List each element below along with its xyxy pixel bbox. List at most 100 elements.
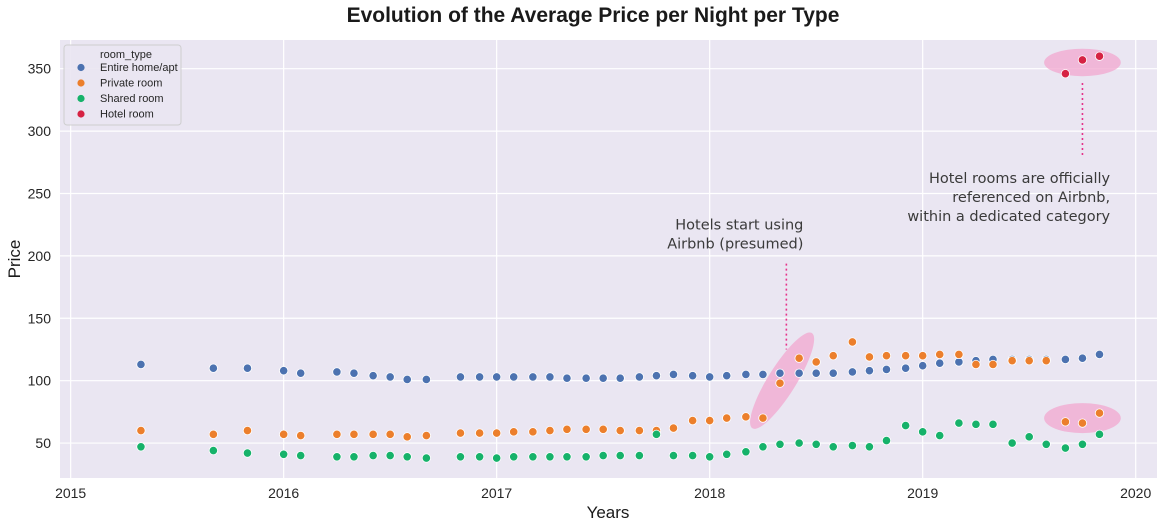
data-point xyxy=(705,372,715,382)
data-point xyxy=(722,449,732,459)
data-point xyxy=(668,450,679,461)
data-point xyxy=(421,430,431,441)
data-point xyxy=(847,337,857,347)
data-point xyxy=(935,430,945,441)
data-point xyxy=(615,425,625,436)
y-tick-label: 350 xyxy=(28,61,52,77)
data-point xyxy=(492,372,502,382)
data-point xyxy=(208,363,218,373)
x-tick-label: 2020 xyxy=(1120,485,1151,501)
data-point xyxy=(402,452,412,462)
legend-title: room_type xyxy=(100,49,152,61)
axis-ticks: 2015 2016 2017 2018 2019 2020 50 100 150 200 250 30… xyxy=(28,61,1152,501)
data-point xyxy=(349,429,359,439)
data-point xyxy=(562,424,572,434)
data-point xyxy=(598,373,608,383)
data-point xyxy=(242,425,253,436)
data-point xyxy=(971,419,981,429)
data-point xyxy=(421,453,431,463)
x-tick-label: 2019 xyxy=(907,485,938,501)
data-point xyxy=(279,429,289,439)
legend: room_type Entire home/apt Private room Sha… xyxy=(63,44,182,126)
data-point xyxy=(545,452,555,462)
data-point xyxy=(918,427,928,437)
data-point xyxy=(758,369,768,380)
data-point xyxy=(864,352,875,362)
highlight-ellipse xyxy=(1044,403,1121,434)
data-point xyxy=(741,412,751,422)
annotation-text: within a dedicated category xyxy=(907,209,1110,225)
data-points xyxy=(136,51,1105,463)
data-point xyxy=(528,452,538,462)
data-point xyxy=(332,429,342,439)
data-point xyxy=(509,452,519,462)
data-point xyxy=(509,372,519,382)
data-point xyxy=(794,438,804,448)
data-point xyxy=(475,428,485,438)
data-point xyxy=(901,351,911,361)
data-point xyxy=(402,374,412,385)
data-point xyxy=(688,450,698,461)
annotations: Hotels start using Airbnb (presumed) Hotel… xyxy=(667,171,1110,253)
data-point xyxy=(1094,51,1105,61)
data-point xyxy=(136,425,146,436)
data-point xyxy=(455,428,466,438)
grid xyxy=(60,40,1157,478)
chart-title: Evolution of the Average Price per Night… xyxy=(347,4,840,27)
data-point xyxy=(368,429,378,439)
y-tick-label: 150 xyxy=(28,310,52,326)
legend-box xyxy=(63,44,182,126)
data-point xyxy=(1077,439,1088,449)
data-point xyxy=(1060,69,1071,79)
data-point xyxy=(758,413,768,423)
data-point xyxy=(385,372,395,382)
annotation-text: Airbnb (presumed) xyxy=(667,237,803,253)
data-point xyxy=(545,372,555,382)
data-point xyxy=(935,349,945,360)
data-point xyxy=(901,363,911,373)
data-point xyxy=(455,372,466,382)
annotation-arrows xyxy=(785,81,1084,350)
data-point xyxy=(634,425,644,436)
data-point xyxy=(918,351,928,361)
y-axis-label: Price xyxy=(5,240,24,279)
annotation-text: referenced on Airbnb, xyxy=(952,190,1110,206)
data-point xyxy=(242,363,253,373)
legend-label: Entire home/apt xyxy=(100,62,178,74)
data-point xyxy=(811,368,821,378)
data-point xyxy=(988,359,998,370)
data-point xyxy=(1060,417,1071,427)
x-axis-label: Years xyxy=(587,503,630,522)
data-point xyxy=(402,432,412,442)
data-point xyxy=(741,447,751,457)
data-point xyxy=(492,428,502,438)
data-point xyxy=(509,427,519,437)
data-point xyxy=(1094,349,1105,360)
data-point xyxy=(864,442,875,452)
data-point xyxy=(1094,408,1105,418)
data-point xyxy=(901,420,911,431)
data-point xyxy=(581,373,591,383)
data-point xyxy=(528,427,538,437)
data-point xyxy=(1077,353,1088,363)
data-point xyxy=(828,368,838,378)
data-point xyxy=(1060,354,1071,365)
data-point xyxy=(954,349,964,360)
data-point xyxy=(794,368,804,378)
data-point xyxy=(1060,443,1071,453)
data-point xyxy=(705,415,715,426)
data-point xyxy=(581,424,591,434)
data-point xyxy=(847,440,857,451)
data-point xyxy=(722,371,732,381)
data-point xyxy=(668,423,679,433)
annotation-text: Hotels start using xyxy=(675,218,803,234)
data-point xyxy=(279,366,289,376)
data-point xyxy=(918,361,928,371)
data-point xyxy=(741,369,751,380)
data-point xyxy=(688,415,698,426)
legend-marker xyxy=(77,110,85,118)
x-tick-label: 2016 xyxy=(268,485,299,501)
data-point xyxy=(668,369,679,380)
data-point xyxy=(881,364,892,375)
